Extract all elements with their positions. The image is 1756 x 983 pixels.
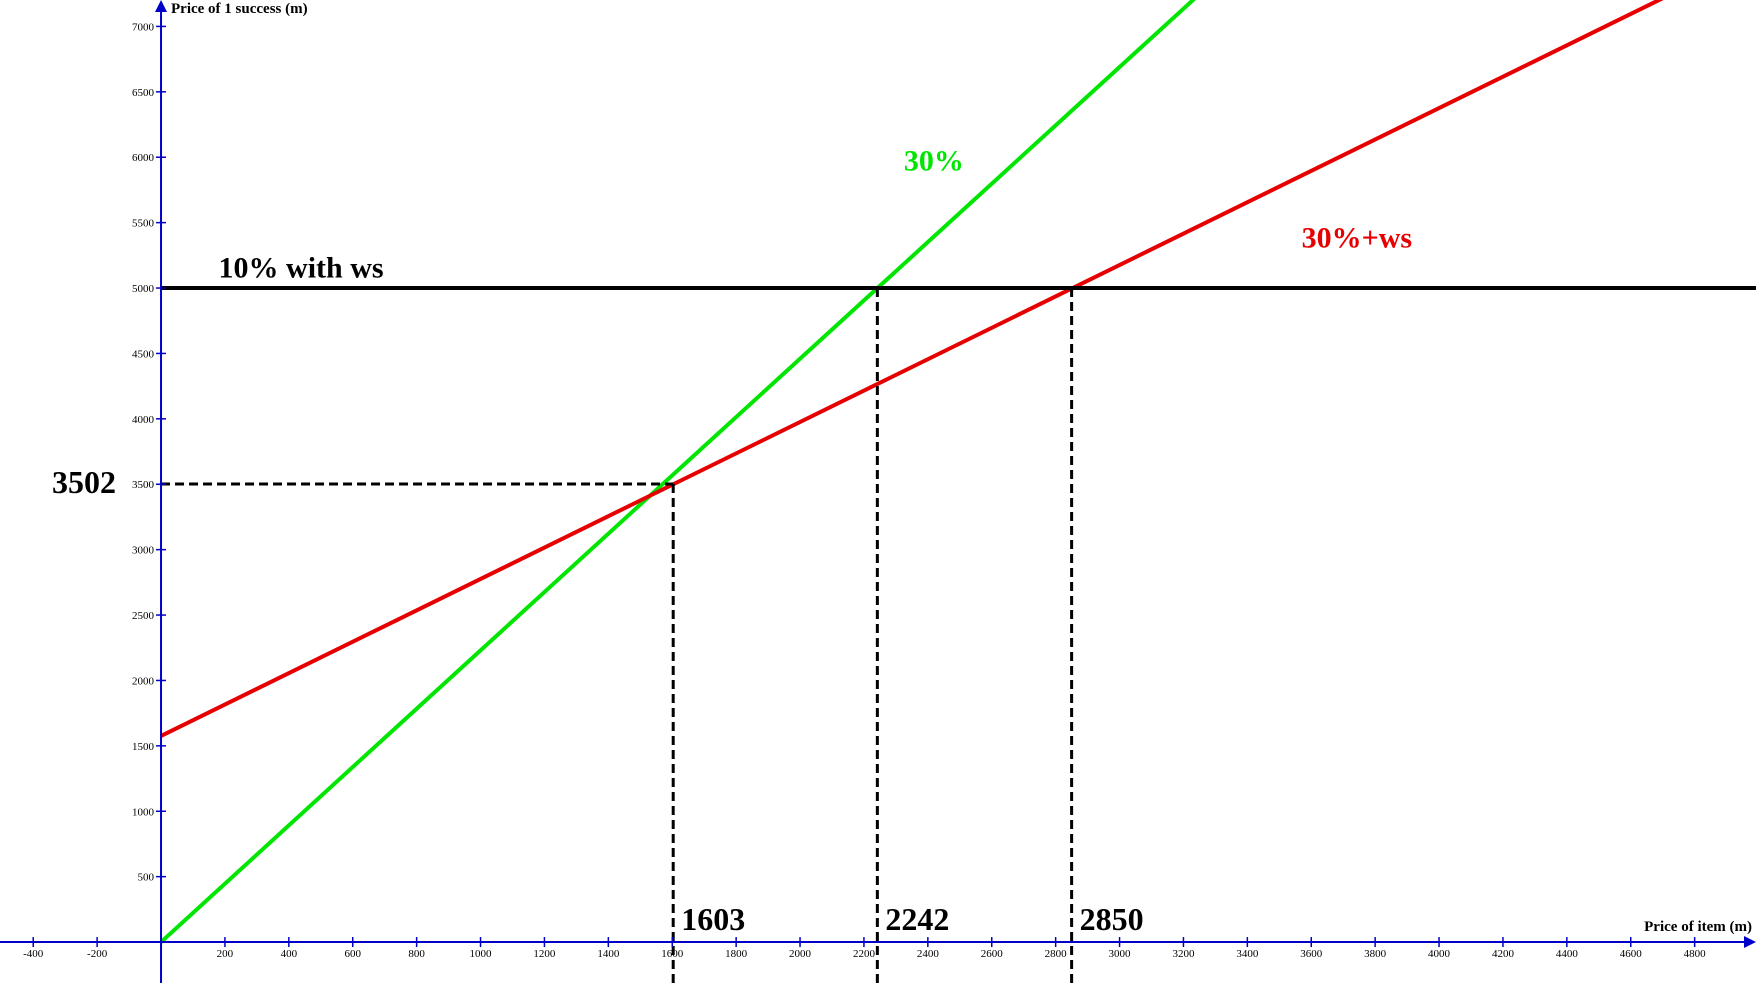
y-tick-label: 4000: [132, 414, 155, 426]
x-tick-label: 4000: [1428, 948, 1451, 960]
y-tick-label: 500: [138, 872, 155, 884]
y-tick-label: 2000: [132, 675, 155, 687]
y-tick-label: 7000: [132, 21, 155, 33]
y-axis-arrow-icon: [155, 0, 168, 12]
y-axis-label: Price of 1 success (m): [171, 1, 308, 17]
y-tick-label: 6000: [132, 152, 155, 164]
x-tick-label: 3000: [1109, 948, 1132, 960]
x-tick-label: 2000: [789, 948, 812, 960]
x-tick-label: 600: [344, 948, 361, 960]
x-tick-label: 3800: [1364, 948, 1387, 960]
x-tick-label: 3400: [1236, 948, 1259, 960]
x-tick-label: 1400: [597, 948, 620, 960]
y-tick-label: 3000: [132, 545, 155, 557]
x-tick-label: 2800: [1045, 948, 1068, 960]
series-label: 10% with ws: [219, 252, 384, 285]
series-line-30-ws: [160, 0, 1664, 738]
y-tick-label: 3500: [132, 479, 155, 491]
x-tick-label: 4400: [1556, 948, 1579, 960]
x-tick-label: 1800: [725, 948, 748, 960]
y-tick-label: 5500: [132, 218, 155, 230]
series-label: 30%+ws: [1302, 221, 1412, 254]
x-axis-label: Price of item (m): [1644, 919, 1752, 935]
x-tick-label: 2400: [917, 948, 940, 960]
marker-y-label: 3502: [52, 464, 116, 500]
x-tick-label: 800: [408, 948, 425, 960]
marker-x-label: 2242: [885, 901, 949, 937]
x-tick-label: 1200: [533, 948, 556, 960]
x-tick-label: 3200: [1172, 948, 1195, 960]
x-axis-arrow-icon: [1744, 936, 1756, 949]
series-label: 30%: [904, 144, 964, 177]
marker-x-label: 2850: [1080, 901, 1144, 937]
x-tick-label: -400: [23, 948, 44, 960]
x-tick-label: 400: [281, 948, 298, 960]
y-tick-label: 5000: [132, 283, 155, 295]
marker-x-label: 1603: [681, 901, 745, 937]
y-tick-label: 1500: [132, 741, 155, 753]
x-tick-label: 1000: [470, 948, 493, 960]
x-tick-label: -200: [87, 948, 108, 960]
y-tick-label: 2500: [132, 610, 155, 622]
x-tick-label: 4200: [1492, 948, 1515, 960]
x-tick-label: 200: [217, 948, 234, 960]
x-tick-label: 4800: [1684, 948, 1707, 960]
y-tick-label: 1000: [132, 806, 155, 818]
y-tick-label: 6500: [132, 87, 155, 99]
series-line-30-: [159, 0, 1196, 944]
x-tick-label: 2600: [981, 948, 1004, 960]
x-tick-label: 3600: [1300, 948, 1323, 960]
x-tick-label: 2200: [853, 948, 876, 960]
x-tick-label: 4600: [1620, 948, 1643, 960]
y-tick-label: 4500: [132, 348, 155, 360]
x-tick-label: 1600: [661, 948, 684, 960]
